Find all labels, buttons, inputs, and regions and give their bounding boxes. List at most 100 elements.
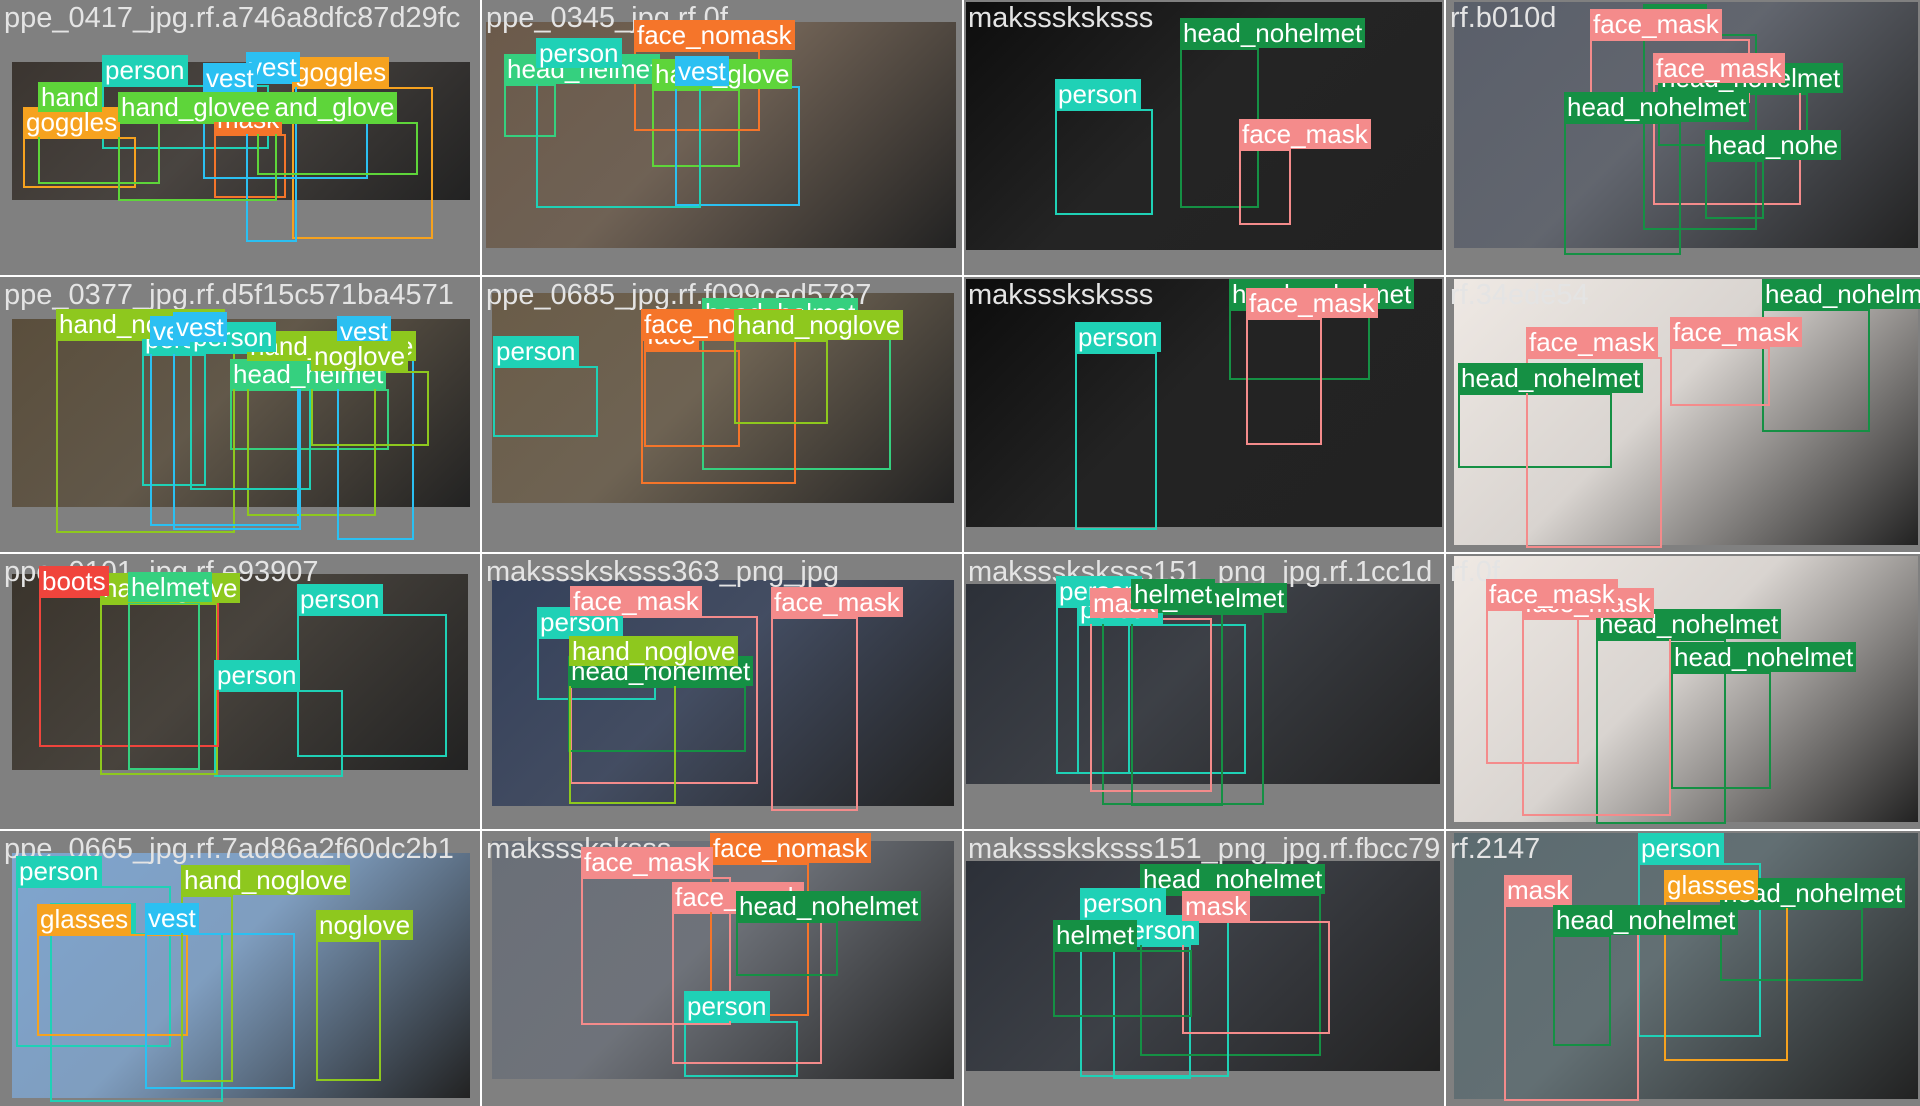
bounding-box-face-mask [771,617,858,811]
bounding-box-person [1055,109,1153,215]
bounding-box-person [536,68,701,208]
tile-filename: maksssksksss363_png_jpg [486,556,839,588]
box-label: face_mask [1526,327,1658,357]
box-label: helmet [128,572,212,602]
bounding-box-head-nohelmet [1671,672,1771,789]
tile-filename: rf.34ede54 [1450,279,1589,311]
box-label: face_mask [1653,53,1785,83]
tile-filename: rf.b010d [1450,2,1556,34]
bounding-box-head-helmet [128,602,200,770]
tile-filename: ppe_0377_jpg.rf.d5f15c571ba4571 [4,279,454,311]
box-label: noglove [311,341,408,371]
box-label: head_nohelmet [736,891,921,921]
bounding-box-hand-noglove [569,666,676,804]
box-label: goggles [292,57,389,87]
bounding-box-face-mask [1246,318,1322,445]
box-label: face_mask [581,847,713,877]
box-label: face_mask [771,587,903,617]
prediction-tile: rf.b010dhead_nohelmetheadface_maskhead_n… [1446,0,1920,275]
box-label: vest [675,56,729,86]
prediction-tile: maksssksksss363_png_jpg person face_mask he… [482,554,962,829]
box-label: face_mask [1590,9,1722,39]
box-label: person [1638,833,1724,863]
box-label: person [16,856,102,886]
box-label: head_nohelmet [1671,642,1856,672]
prediction-tile: ppe_0377_jpg.rf.d5f15c571ba4571 head_helm… [0,277,480,552]
box-label: person [214,660,300,690]
prediction-tile: maksssksksss151_png_jpg.rf.1cc1dpersonhe… [964,554,1444,829]
prediction-tile: rf.2147 person head_nohelmet head_nohelmet g… [1446,831,1920,1106]
prediction-tile: maksssksksss person head_nohelmet face_mask [964,0,1444,275]
box-label: face_mask [1239,119,1371,149]
box-label: face_mask [1246,288,1378,318]
bounding-box-head-nohelmet [1053,950,1192,1017]
bounding-box-hand-noglove [316,940,381,1081]
box-label: person [684,991,770,1021]
box-label: face_mask [1670,317,1802,347]
tile-filename: maksssksksss151_png_jpg.rf.fbcc79 [968,833,1440,865]
bounding-box-person [297,614,447,757]
box-label: boots [39,566,109,596]
box-label: head_nohe [1705,130,1841,160]
box-label: face_nomask [710,833,871,863]
box-label: hand_noglove [734,310,903,340]
box-label: person [536,38,622,68]
bounding-box-head-nohelmet [1705,160,1764,219]
prediction-tile: ppe_0685_jpg.rf.f099ced5787head_helmetfa… [482,277,962,552]
box-label: helmet [1053,920,1137,950]
box-label: head_nohelmet [1553,905,1738,935]
box-label: head_nohelmet [1762,279,1920,309]
box-label: person [1055,79,1141,109]
box-label: face_nomask [634,20,795,50]
tile-filename: ppe_0417_jpg.rf.a746a8dfc87d29fc [4,2,460,34]
box-label: face_mask [570,586,702,616]
box-label: head_nohelmet [1458,363,1643,393]
tile-filename: maksssksksss [968,2,1153,34]
bounding-box-head-nohelmet [1564,122,1681,255]
bounding-box-head-nohelmet [736,921,838,976]
box-label: mask [1504,875,1572,905]
bounding-box-person [493,366,598,437]
box-label: helmet [1131,579,1215,609]
prediction-tile: ppe_0101_jpg.rf.e93907personpersonhand_g… [0,554,480,829]
box-label: vest [173,312,227,342]
tile-filename: maksssksksss [968,279,1153,311]
box-label: person [1075,322,1161,352]
box-label: hand [38,82,102,112]
box-label: glasses [37,904,131,934]
prediction-tile: rf.34ede54head_nohelmethead_nohelmetface… [1446,277,1920,552]
bounding-box-face-mask [1670,347,1770,406]
prediction-tile: rf.0f head_nohelmet head_nohelmet face_mask… [1446,554,1920,829]
box-label: person [102,55,188,85]
box-label: mask [1182,891,1250,921]
box-label: head_nohelmet [1140,864,1325,894]
box-label: hand_glovee [118,92,273,122]
box-label: person [297,584,383,614]
box-label: person [493,336,579,366]
box-label: glasses [1664,870,1758,900]
bounding-box-face-mask [1486,609,1579,764]
box-label: head_nohelmet [1180,18,1365,48]
prediction-tile: ppe_0417_jpg.rf.a746a8dfc87d29fcperson go… [0,0,480,275]
prediction-tile: makssskskssspersonface_maskface_nomaskhe… [482,831,962,1106]
box-label: head_nohelmet [1564,92,1749,122]
bounding-box-face-mask [1182,921,1330,1034]
bounding-box-face-mask [1239,149,1291,225]
box-label: hand_noglove [181,865,350,895]
prediction-tile: ppe_0345_jpg.rf.0fhead_helmethand_glovef… [482,0,962,275]
box-label: hand_noglove [569,636,738,666]
box-label: noglove [316,910,413,940]
box-label: person [1080,888,1166,918]
box-label: face_mask [1486,579,1618,609]
tile-filename: rf.2147 [1450,833,1540,865]
box-label: vest [145,903,199,933]
bounding-box-head-nohelmet [1131,609,1223,806]
box-label: hand_glove [257,92,397,122]
bounding-box-person [1075,352,1157,530]
box-label: vest [203,63,257,93]
bounding-box-hand-noglove [734,340,828,424]
prediction-tile: ppe_0665_jpg.rf.7ad86a2f60dc2b1personper… [0,831,480,1106]
